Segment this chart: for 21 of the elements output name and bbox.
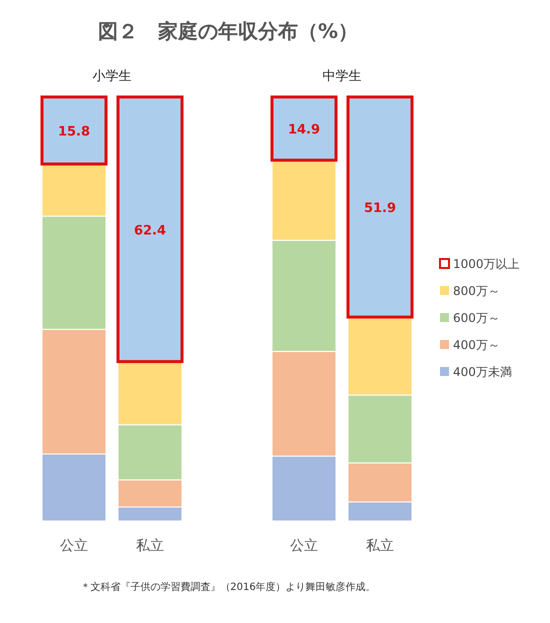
text: 図２ 家庭の年収分布（%）	[98, 19, 358, 43]
legend-label: 800万～	[453, 284, 500, 298]
data-label: 51.9	[364, 201, 396, 216]
text: ＊文科省『子供の学習費調査』（2016年度）より舞田敏彦作成。	[80, 581, 376, 593]
x-tick-label: 公立	[290, 538, 318, 554]
bar	[40, 96, 108, 166]
legend-label: 400万未満	[453, 365, 512, 379]
chart-subtitle: 小学生	[92, 69, 132, 84]
bar	[346, 96, 414, 319]
x-tick-label: 私立	[136, 538, 164, 554]
legend-label: 600万～	[453, 311, 500, 325]
bar	[116, 96, 184, 364]
x-tick-label: 公立	[60, 538, 88, 554]
data-label: 62.4	[134, 223, 166, 238]
legend-label: 400万～	[453, 338, 500, 352]
x-tick-label: 私立	[366, 538, 394, 554]
data-label: 15.8	[58, 124, 90, 140]
legend-label: 1000万以上	[453, 257, 520, 271]
bar	[270, 96, 338, 162]
chart-subtitle: 中学生	[322, 69, 362, 84]
data-label: 14.9	[288, 122, 320, 138]
